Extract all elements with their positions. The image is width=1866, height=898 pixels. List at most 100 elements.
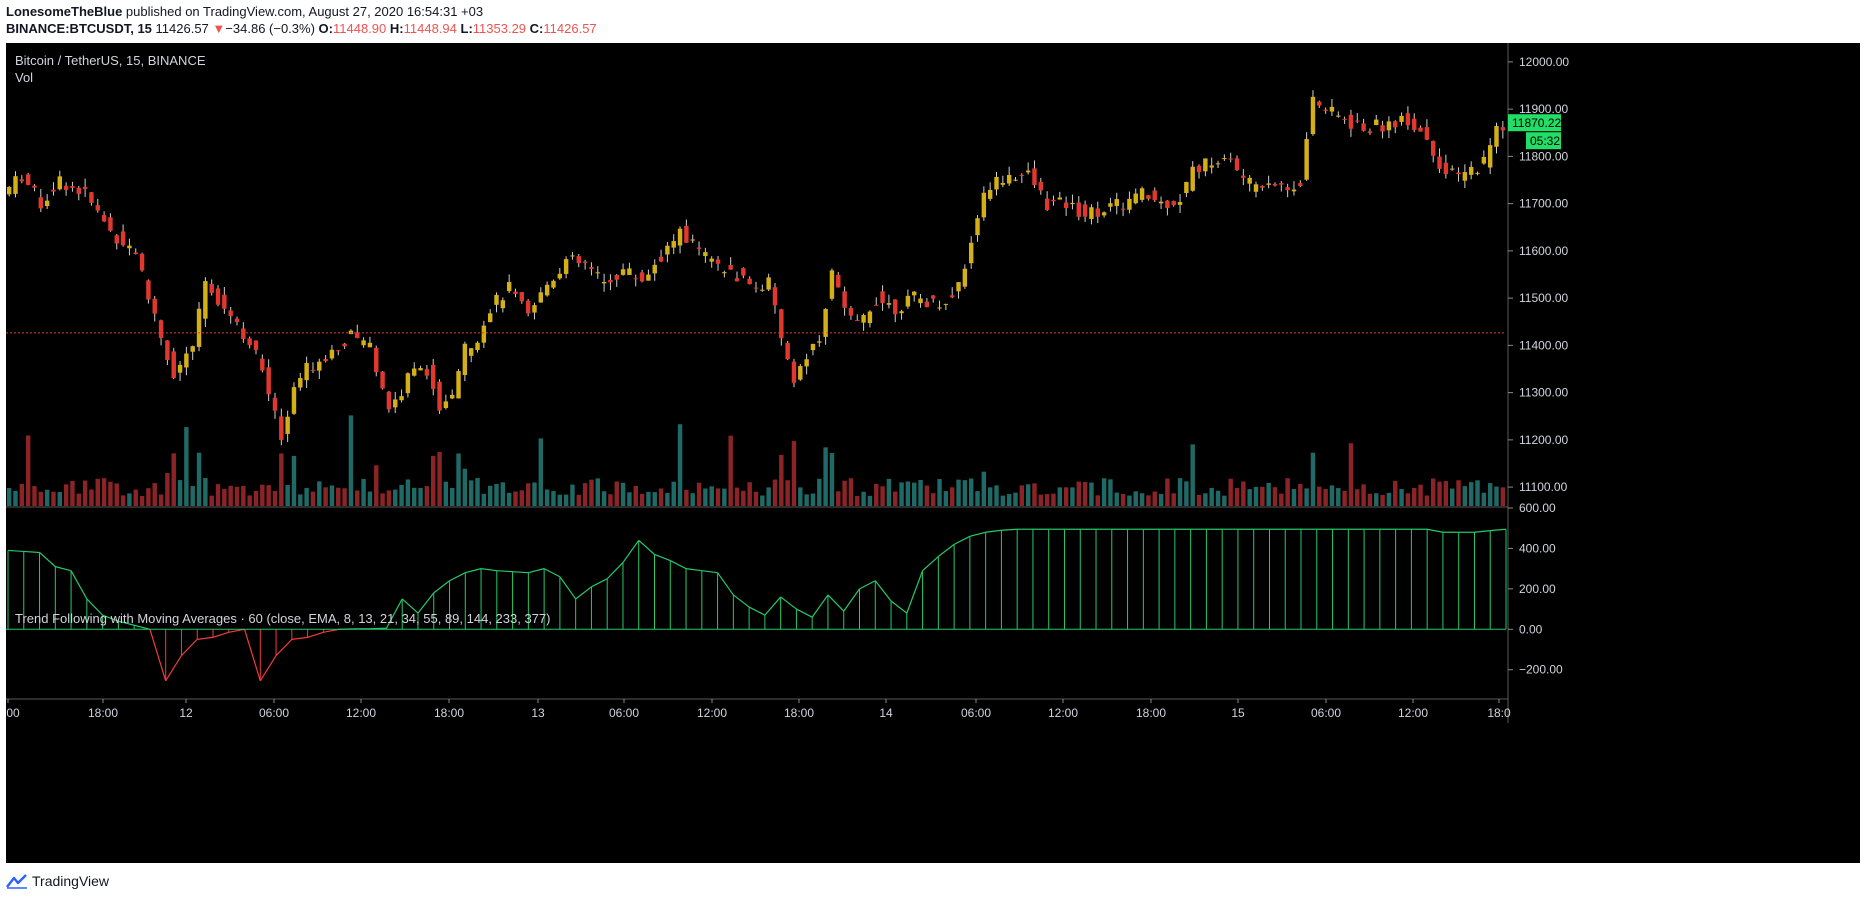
volume-bar (994, 485, 999, 506)
candle-body (943, 303, 949, 305)
candle-body (500, 300, 506, 309)
volume-bar (481, 493, 487, 506)
volume-bar (76, 493, 81, 506)
time-axis-label: 14 (879, 706, 893, 720)
volume-bar (1260, 486, 1265, 506)
indicator-line-segment (1001, 528, 1018, 531)
indicator-line-segment (622, 539, 640, 563)
candle-body (171, 351, 176, 379)
candle-body (1475, 172, 1480, 174)
volume-bar (38, 491, 44, 506)
author-name[interactable]: LonesomeTheBlue (6, 4, 123, 19)
time-axis-label: 06:00 (1311, 706, 1341, 720)
volume-bar (722, 488, 727, 506)
candle-body (1285, 187, 1290, 191)
volume-bar (506, 492, 512, 506)
volume-bar (1190, 444, 1195, 506)
volume-bar (209, 495, 214, 506)
volume-bar (1070, 487, 1075, 506)
volume-bar (1437, 481, 1442, 506)
candle-body (1209, 165, 1214, 168)
volume-bar (1089, 482, 1094, 506)
tradingview-watermark[interactable]: TradingView (6, 870, 109, 892)
volume-bar (291, 455, 297, 506)
close-value: 11426.57 (543, 21, 597, 36)
candle-body (1266, 183, 1271, 185)
volume-bar (519, 490, 525, 506)
last-price: 11426.57 (155, 21, 209, 36)
volume-bar (418, 487, 423, 506)
candle-body (279, 416, 284, 440)
volume-bar (874, 483, 879, 506)
indicator-line-segment (181, 638, 198, 656)
indicator-line-segment (543, 568, 561, 578)
candle-body (1171, 201, 1176, 205)
candle-body (817, 341, 822, 343)
candle-body (987, 189, 993, 199)
volume-bar (1336, 488, 1341, 506)
volume-bar (1424, 495, 1430, 506)
candle-body (6, 187, 12, 195)
volume-bar (310, 491, 316, 506)
volume-bar (1095, 495, 1100, 506)
volume-bar (690, 493, 695, 506)
low-value: 11353.29 (472, 21, 527, 36)
volume-bar (975, 491, 980, 506)
volume-bar (1228, 478, 1233, 506)
price-axis-label: 11200.00 (1519, 433, 1568, 447)
volume-bar (1456, 480, 1461, 506)
volume-bar (6, 488, 12, 506)
volume-bar (114, 483, 119, 506)
candle-body (519, 292, 525, 302)
indicator-line-segment (291, 636, 308, 640)
volume-bar (89, 489, 94, 506)
candle-body (823, 308, 828, 337)
candle-body (633, 278, 638, 280)
candle-body (627, 268, 632, 275)
indicator-line-segment (7, 549, 24, 553)
volume-bar (101, 478, 107, 506)
candle-body (1101, 212, 1107, 216)
indicator-line-segment (732, 594, 750, 608)
volume-bar (1025, 484, 1031, 506)
candle-body (449, 394, 455, 399)
volume-bar (810, 493, 816, 506)
candle-body (513, 291, 518, 294)
candle-body (563, 259, 569, 274)
candle-body (285, 416, 290, 434)
candle-body (1133, 193, 1138, 204)
indicator-line-segment (748, 606, 766, 616)
volume-bar (715, 488, 721, 506)
candles-layer (6, 90, 1506, 446)
candle-body (658, 256, 664, 262)
candle-body (456, 371, 461, 399)
symbol-label: BINANCE:BTCUSDT, 15 (6, 21, 152, 36)
chart-area[interactable]: 12000.00 11900.00 11800.00 11700.00 11600.00… (6, 43, 1860, 863)
volume-legend[interactable]: Vol (15, 70, 34, 85)
volume-bar (190, 486, 195, 506)
volume-bar (829, 453, 835, 506)
chart-title[interactable]: Bitcoin / TetherUS, 15, BINANCE (15, 53, 206, 68)
candle-body (1076, 202, 1081, 217)
tradingview-brand: TradingView (32, 873, 110, 889)
indicator-line-segment (23, 550, 40, 554)
chart-canvas[interactable]: 12000.00 11900.00 11800.00 11700.00 11600.00… (6, 43, 1860, 863)
candle-body (1247, 177, 1252, 184)
indicator-title[interactable]: Trend Following with Moving Averages · 6… (15, 611, 551, 626)
indicator-line-segment (149, 629, 167, 682)
volume-bar (437, 452, 442, 506)
candle-body (424, 369, 430, 376)
candle-body (38, 197, 44, 209)
volume-bar (247, 495, 252, 506)
candle-body (1158, 201, 1164, 204)
indicator-line-segment (133, 624, 151, 630)
indicator-line-segment (528, 568, 545, 574)
candle-body (741, 268, 746, 276)
volume-bar (475, 478, 480, 506)
indicator-line-segment (401, 598, 419, 614)
candle-body (412, 368, 417, 376)
candle-body (380, 371, 385, 389)
candle-body (1361, 123, 1366, 131)
volume-bar (709, 486, 714, 506)
candle-body (494, 294, 499, 305)
